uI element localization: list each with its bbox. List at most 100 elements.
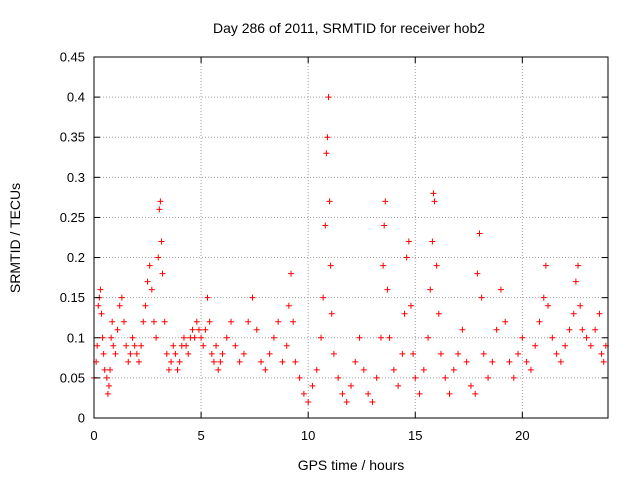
data-point bbox=[123, 342, 130, 349]
data-point bbox=[399, 350, 406, 357]
data-point bbox=[157, 198, 164, 205]
x-tick-label: 10 bbox=[301, 428, 315, 443]
data-point bbox=[135, 358, 142, 365]
data-point bbox=[425, 334, 432, 341]
data-point bbox=[127, 350, 134, 357]
data-point bbox=[204, 294, 211, 301]
data-point bbox=[150, 318, 157, 325]
data-point bbox=[478, 294, 485, 301]
data-point bbox=[270, 334, 277, 341]
data-point bbox=[395, 382, 402, 389]
y-tick-label: 0.45 bbox=[60, 50, 85, 65]
data-point bbox=[180, 334, 187, 341]
data-point bbox=[352, 358, 359, 365]
data-point bbox=[527, 366, 534, 373]
data-point bbox=[262, 366, 269, 373]
data-point bbox=[105, 382, 112, 389]
data-point bbox=[365, 390, 372, 397]
data-point bbox=[587, 342, 594, 349]
data-point bbox=[176, 358, 183, 365]
data-point bbox=[577, 302, 584, 309]
data-point bbox=[403, 254, 410, 261]
data-point bbox=[420, 366, 427, 373]
data-point bbox=[562, 342, 569, 349]
data-point bbox=[598, 350, 605, 357]
data-point bbox=[183, 342, 190, 349]
data-point bbox=[325, 94, 332, 101]
data-point bbox=[94, 342, 101, 349]
data-point bbox=[290, 318, 297, 325]
x-axis-title: GPS time / hours bbox=[298, 457, 405, 473]
data-point bbox=[575, 262, 582, 269]
data-point bbox=[390, 366, 397, 373]
data-point bbox=[429, 238, 436, 245]
data-point bbox=[382, 198, 389, 205]
data-points bbox=[91, 94, 609, 405]
data-point bbox=[318, 334, 325, 341]
data-point bbox=[523, 358, 530, 365]
data-point bbox=[373, 374, 380, 381]
data-point bbox=[232, 342, 239, 349]
data-point bbox=[170, 342, 177, 349]
data-point bbox=[300, 390, 307, 397]
data-point bbox=[309, 382, 316, 389]
data-point bbox=[579, 326, 586, 333]
data-point bbox=[322, 222, 329, 229]
data-point bbox=[110, 342, 117, 349]
data-point bbox=[360, 366, 367, 373]
data-point bbox=[174, 366, 181, 373]
data-point bbox=[343, 398, 350, 405]
data-point bbox=[369, 398, 376, 405]
data-point bbox=[215, 366, 222, 373]
data-point bbox=[467, 382, 474, 389]
data-point bbox=[446, 390, 453, 397]
data-point bbox=[320, 294, 327, 301]
y-tick-label: 0.1 bbox=[67, 330, 85, 345]
data-point bbox=[146, 262, 153, 269]
data-point bbox=[583, 334, 590, 341]
data-point bbox=[339, 390, 346, 397]
data-point bbox=[144, 278, 151, 285]
data-point bbox=[217, 358, 224, 365]
data-point bbox=[191, 334, 198, 341]
data-point bbox=[129, 334, 136, 341]
data-point bbox=[540, 294, 547, 301]
data-point bbox=[572, 278, 579, 285]
data-point bbox=[592, 326, 599, 333]
data-point bbox=[410, 350, 417, 357]
axis-ticks: 0 0.05 0.1 0.15 0.2 0.25 0.3 0.35 0.4 0.45 0 5 10 15 2… bbox=[60, 50, 608, 443]
data-point bbox=[313, 366, 320, 373]
data-point bbox=[296, 374, 303, 381]
data-point bbox=[245, 318, 252, 325]
data-point bbox=[596, 310, 603, 317]
data-point bbox=[430, 190, 437, 197]
data-point bbox=[485, 374, 492, 381]
data-point bbox=[292, 358, 299, 365]
data-point bbox=[497, 286, 504, 293]
y-axis-title: SRMTID / TECUs bbox=[7, 183, 23, 293]
data-point bbox=[275, 318, 282, 325]
data-point bbox=[108, 334, 115, 341]
data-point bbox=[118, 294, 125, 301]
data-point bbox=[416, 390, 423, 397]
data-point bbox=[502, 318, 509, 325]
data-point bbox=[335, 374, 342, 381]
data-point bbox=[116, 302, 123, 309]
data-point bbox=[163, 350, 170, 357]
y-tick-label: 0.05 bbox=[60, 370, 85, 385]
data-point bbox=[437, 350, 444, 357]
plot-frame bbox=[93, 56, 609, 419]
data-point bbox=[566, 326, 573, 333]
data-point bbox=[515, 350, 522, 357]
data-point bbox=[172, 350, 179, 357]
data-point bbox=[193, 318, 200, 325]
data-point bbox=[189, 326, 196, 333]
data-point bbox=[159, 270, 166, 277]
data-point bbox=[158, 238, 165, 245]
y-tick-label: 0.35 bbox=[60, 130, 85, 145]
data-point bbox=[140, 318, 147, 325]
data-point bbox=[208, 350, 215, 357]
data-point bbox=[195, 326, 202, 333]
data-point bbox=[519, 334, 526, 341]
data-point bbox=[326, 198, 333, 205]
